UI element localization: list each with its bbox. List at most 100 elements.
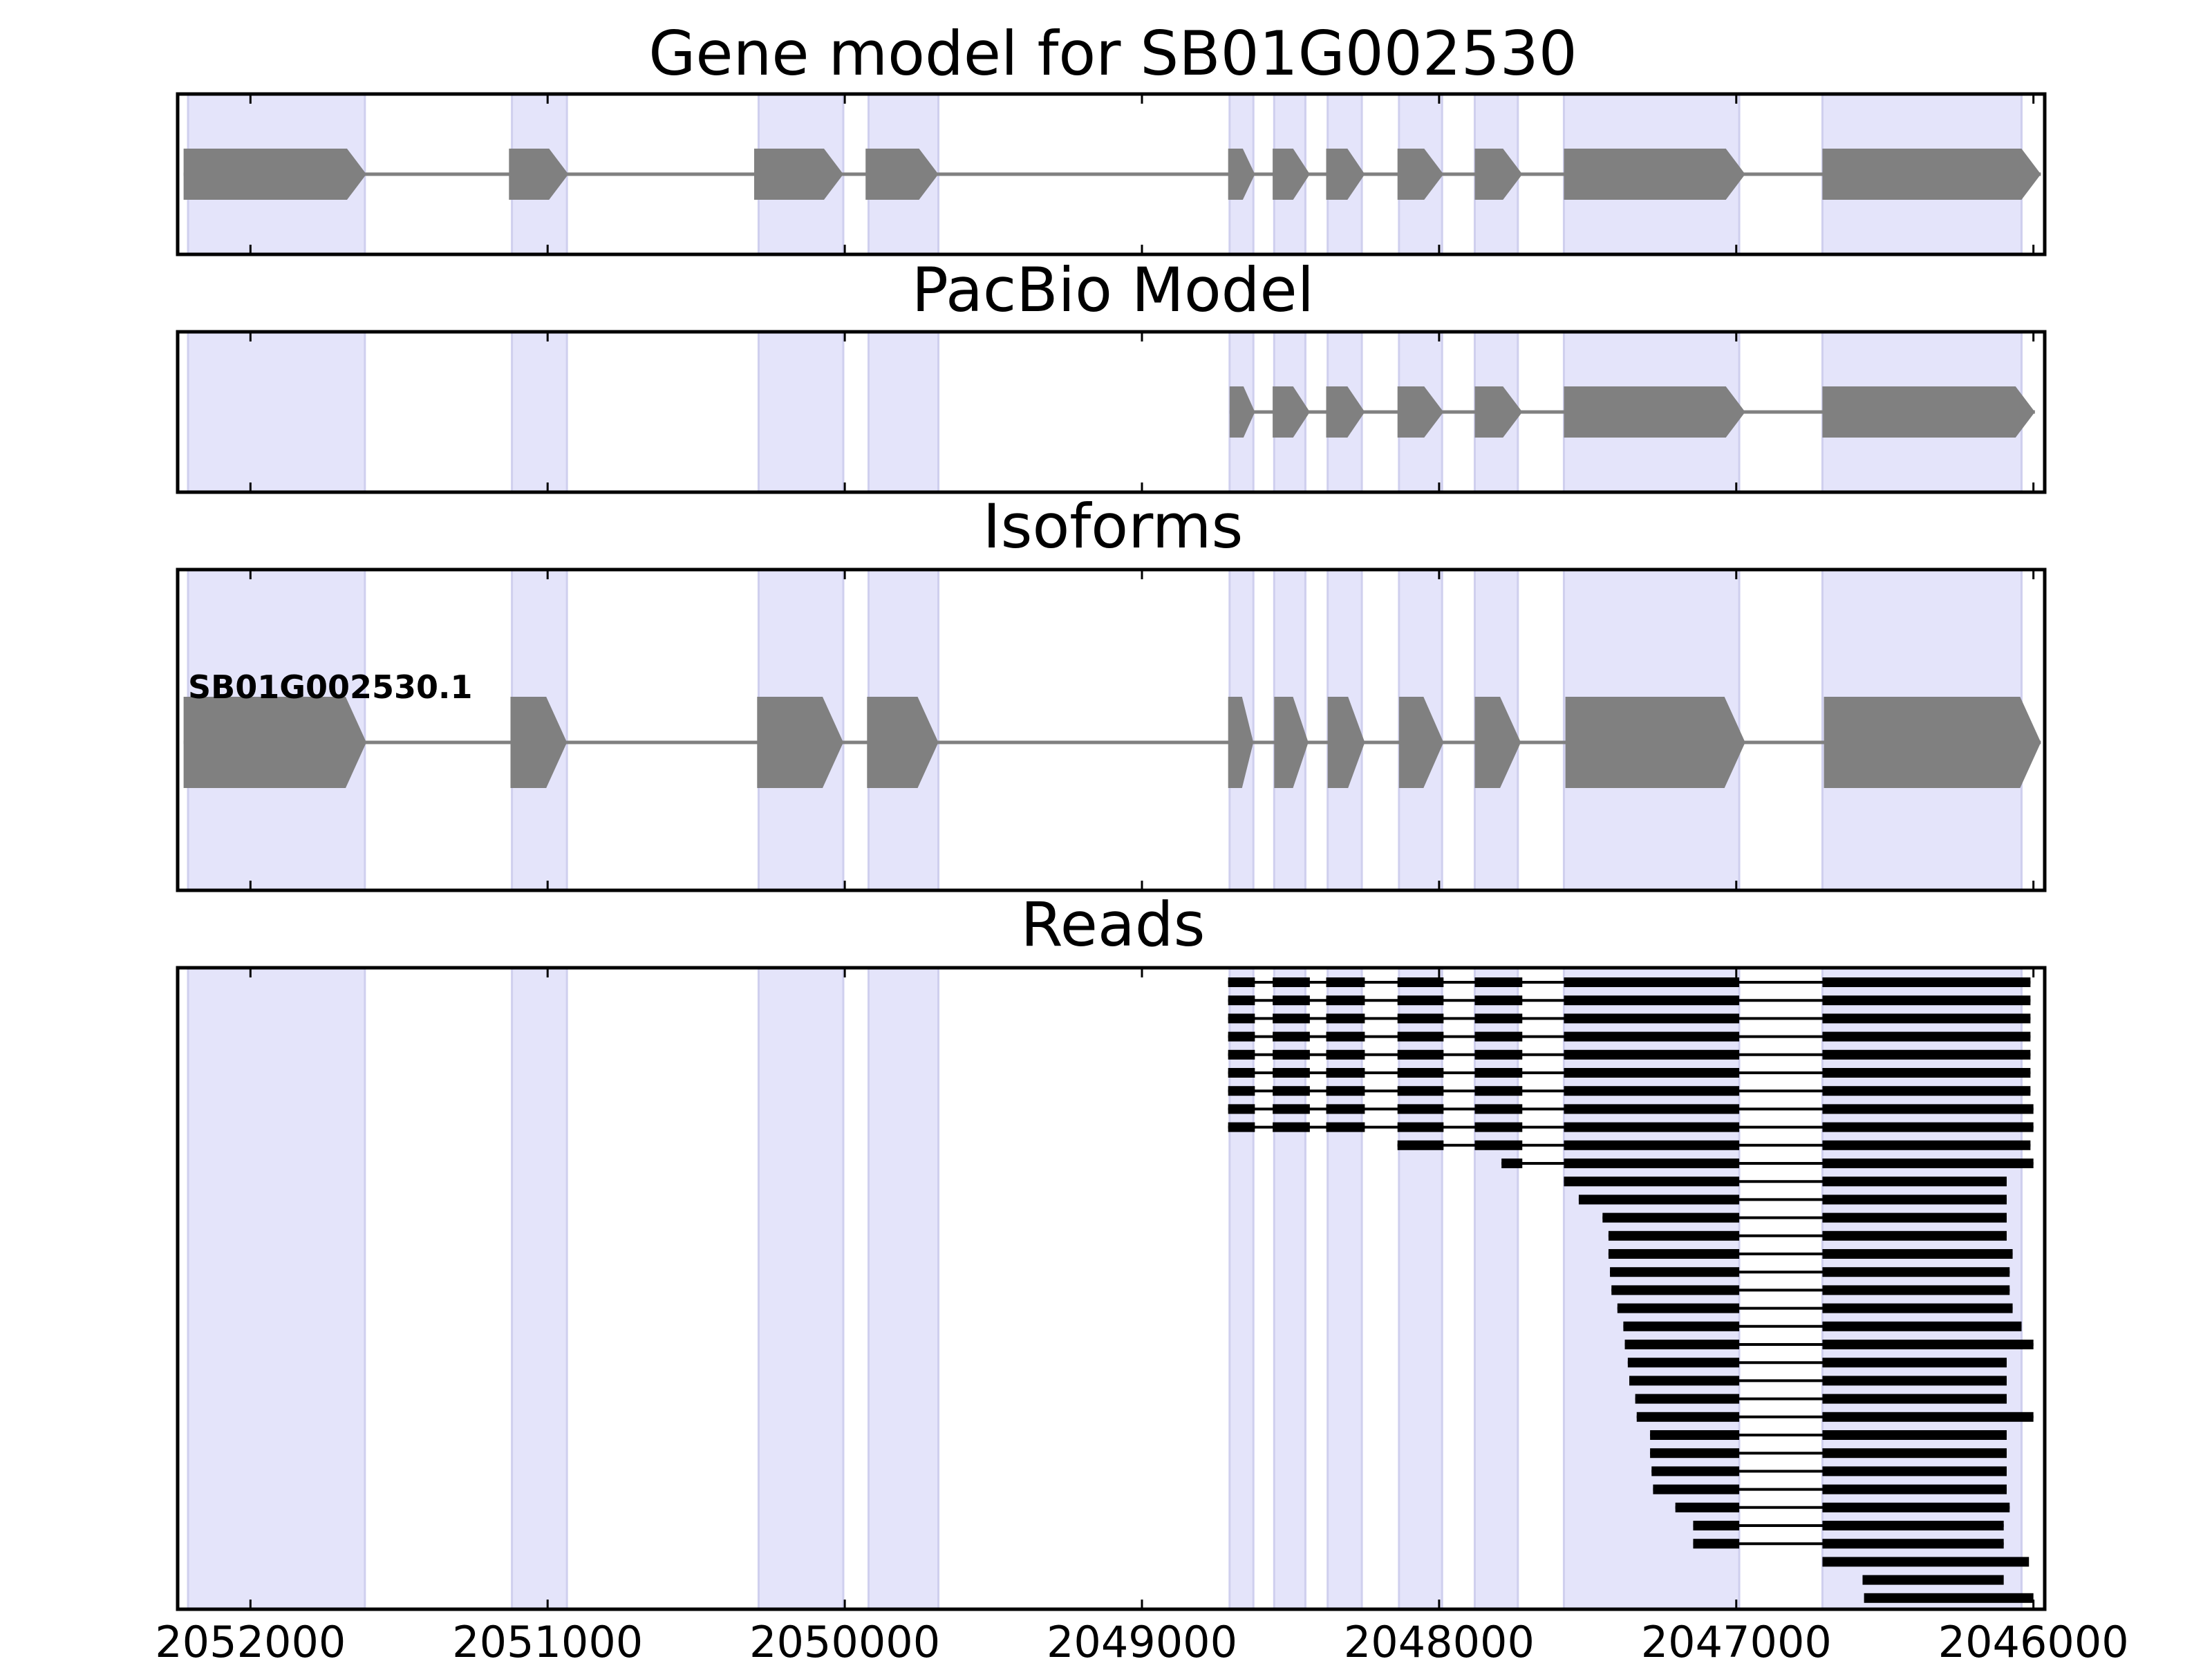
panel-frame bbox=[176, 92, 2047, 256]
read-exon-block bbox=[1822, 1340, 2034, 1349]
panel-title-reads: Reads bbox=[1021, 889, 1206, 960]
read-exon-block bbox=[1822, 1321, 2022, 1331]
read-exon-block bbox=[1608, 1249, 1740, 1259]
exon-region-shade bbox=[1398, 966, 1443, 1611]
x-tick-label: 2052000 bbox=[155, 1617, 346, 1659]
read-exon-block bbox=[1326, 995, 1365, 1006]
exon-region-shade bbox=[1273, 966, 1306, 1611]
panel-frame bbox=[176, 568, 2047, 892]
read-exon-block bbox=[1822, 1104, 2034, 1114]
read-exon-block bbox=[1474, 995, 1523, 1006]
read-exon-block bbox=[1822, 1159, 2034, 1168]
read-exon-block bbox=[1273, 977, 1310, 987]
exon-arrow bbox=[1564, 386, 1745, 438]
read-exon-block bbox=[1822, 1068, 2031, 1078]
read-exon-block bbox=[1397, 977, 1444, 987]
panel-title-isoforms: Isoforms bbox=[983, 491, 1244, 562]
exon-arrow bbox=[183, 149, 366, 200]
read-exon-block bbox=[1627, 1358, 1740, 1368]
read-exon-block bbox=[1822, 1013, 2031, 1024]
x-tick-label: 2051000 bbox=[452, 1617, 643, 1659]
read-exon-block bbox=[1822, 1212, 2007, 1223]
read-exon-block bbox=[1326, 1013, 1365, 1024]
read-exon-block bbox=[1623, 1321, 1740, 1331]
read-exon-block bbox=[1564, 1122, 1740, 1132]
panel-frame bbox=[176, 966, 2047, 1611]
exon-arrow bbox=[1327, 697, 1365, 788]
read-exon-block bbox=[1474, 1086, 1523, 1096]
x-tick-label: 2047000 bbox=[1641, 1617, 1832, 1659]
read-exon-block bbox=[1397, 1086, 1444, 1096]
exon-arrow bbox=[1228, 697, 1254, 788]
read-exon-block bbox=[1650, 1448, 1740, 1459]
exon-arrow bbox=[1564, 149, 1745, 200]
read-exon-block bbox=[1474, 1013, 1523, 1024]
read-exon-block bbox=[1273, 1104, 1310, 1114]
panel-frame bbox=[176, 330, 2047, 494]
exon-arrow bbox=[1822, 386, 2035, 438]
x-tick-label: 2046000 bbox=[1938, 1617, 2129, 1659]
read-exon-block bbox=[1564, 1159, 1740, 1168]
read-exon-block bbox=[1474, 1122, 1523, 1132]
exon-arrow bbox=[1565, 697, 1745, 788]
read-exon-block bbox=[1397, 1122, 1444, 1132]
read-exon-block bbox=[1474, 1140, 1523, 1150]
read-exon-block bbox=[1397, 995, 1444, 1006]
exon-arrow bbox=[1397, 386, 1444, 438]
read-exon-block bbox=[1228, 1122, 1255, 1132]
read-exon-block bbox=[1564, 1068, 1740, 1078]
exon-region-shade bbox=[867, 966, 940, 1611]
exon-arrow bbox=[867, 697, 939, 788]
read-exon-block bbox=[1822, 1194, 2007, 1205]
read-exon-block bbox=[1564, 995, 1740, 1006]
x-tick-label: 2050000 bbox=[749, 1617, 940, 1659]
read-exon-block bbox=[1651, 1466, 1740, 1477]
exon-arrow bbox=[1326, 149, 1365, 200]
read-exon-block bbox=[1564, 1104, 1740, 1114]
read-exon-block bbox=[1822, 1122, 2034, 1132]
read-exon-block bbox=[1228, 1086, 1255, 1096]
read-exon-block bbox=[1326, 1086, 1365, 1096]
exon-arrow bbox=[1326, 386, 1365, 438]
read-exon-block bbox=[1273, 995, 1310, 1006]
exon-arrow bbox=[865, 149, 939, 200]
read-exon-block bbox=[1822, 995, 2031, 1006]
read-exon-block bbox=[1624, 1340, 1740, 1349]
isoform-label: SB01G002530.1 bbox=[188, 668, 472, 706]
read-exon-block bbox=[1397, 1140, 1444, 1150]
read-exon-block bbox=[1822, 1502, 2010, 1512]
read-exon-block bbox=[1822, 1358, 2007, 1368]
panel-2 bbox=[176, 568, 2047, 892]
read-exon-block bbox=[1822, 1140, 2031, 1150]
read-exon-block bbox=[1228, 995, 1255, 1006]
read-exon-block bbox=[1617, 1303, 1740, 1313]
exon-arrow bbox=[1228, 149, 1255, 200]
read-exon-block bbox=[1822, 1430, 2007, 1440]
exon-arrow bbox=[1274, 697, 1309, 788]
read-exon-block bbox=[1653, 1484, 1740, 1494]
read-exon-block bbox=[1397, 1068, 1444, 1078]
exon-arrow bbox=[1824, 697, 2041, 788]
read-exon-block bbox=[1326, 1068, 1365, 1078]
read-exon-block bbox=[1397, 1104, 1444, 1114]
exon-region-shade bbox=[1327, 966, 1363, 1611]
read-exon-block bbox=[1822, 1484, 2007, 1494]
read-exon-block bbox=[1474, 1049, 1523, 1060]
read-exon-block bbox=[1822, 1177, 2007, 1187]
panel-title-gene-model: Gene model for SB01G002530 bbox=[648, 18, 1577, 89]
read-exon-block bbox=[1822, 1539, 2004, 1549]
read-exon-block bbox=[1474, 977, 1523, 987]
read-exon-block bbox=[1326, 977, 1365, 987]
read-exon-block bbox=[1273, 1086, 1310, 1096]
read-exon-block bbox=[1501, 1159, 1523, 1168]
read-exon-block bbox=[1650, 1430, 1740, 1440]
read-exon-block bbox=[1326, 1122, 1365, 1132]
exon-arrow bbox=[1822, 149, 2041, 200]
read-exon-block bbox=[1228, 1068, 1255, 1078]
x-axis-tick-labels: 2052000 2051000 2050000 2049000 2048000 … bbox=[155, 1617, 2129, 1659]
exon-arrow bbox=[510, 697, 568, 788]
read-exon-block bbox=[1474, 1031, 1523, 1042]
read-exon-block bbox=[1228, 1049, 1255, 1060]
read-exon-block bbox=[1822, 1086, 2031, 1096]
exon-arrow bbox=[1229, 386, 1255, 438]
